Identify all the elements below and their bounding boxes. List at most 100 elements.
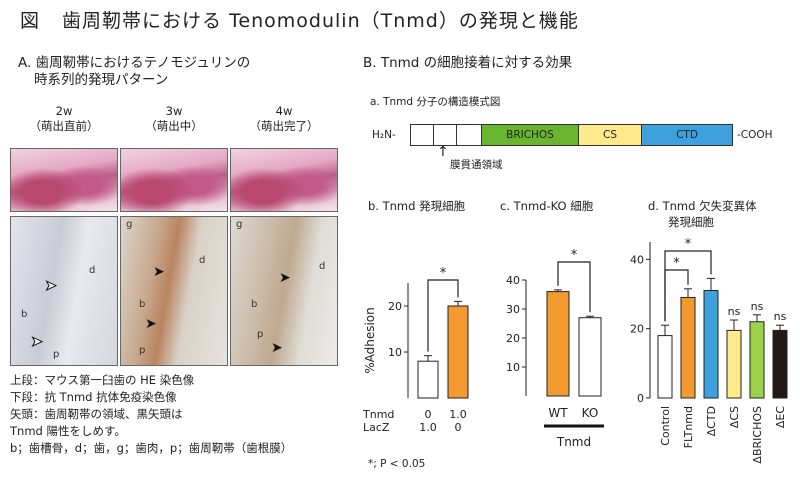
he-image-2w [10,148,118,212]
col-header-3w: 3w （萌出中） [120,104,228,134]
x-tick-label: Control [659,406,672,446]
x-tick-label: FLTnmd [682,406,695,448]
label-p: p [139,345,146,356]
panel-b-sub-d: d. Tnmd 欠失変異体 発現細胞 [648,198,757,230]
ihc-image-2w: d b p ➤ ➤ [10,216,118,366]
panel-b-sub-b: b. Tnmd 発現細胞 [368,199,466,213]
week-label: 4w [275,104,293,118]
bar [578,317,602,397]
significance-star: * [571,248,578,263]
bar [726,329,742,399]
significance-bracket [557,261,591,313]
bar [749,321,765,399]
bar [703,290,719,399]
ns-label: ns [774,310,787,323]
figure-title-text: 歯周靭帯における Tenomodulin（Tnmd）の発現と機能 [62,10,579,32]
week-label: 3w [165,104,183,118]
bar [417,360,439,399]
row-value: 0 [425,408,432,421]
x-tick-label: ΔBRICHOS [751,406,764,464]
up-arrow-icon: ↑ [437,144,449,160]
stage-label: （萌出完了） [249,119,319,133]
x-tick-label: ΔCS [728,406,741,428]
bar [546,291,570,397]
y-tick-label: 20 [388,300,402,313]
panel-a-legend: 上段：マウス第一臼歯の HE 染色像 下段：抗 Tnmd 抗体免疫染色像 矢頭：… [10,372,292,457]
he-image-3w [120,148,228,212]
x-tick-label: ΔEC [774,406,787,428]
domain-ctd: CTD [641,124,733,146]
label-g: g [236,219,243,230]
panel-a-heading-line2: 時系列的発現パターン [34,72,169,88]
y-axis-label: %Adhesion [363,307,377,374]
y-tick-label: 10 [506,361,520,374]
domain-cs: CS [578,124,642,146]
panel-b-heading: B. Tnmd の細胞接着に対する効果 [363,55,573,71]
significance-star: * [440,266,447,281]
tnmd-structure-diagram: H₂N- BRICHOS CS CTD -COOH ↑ 膜貫通領域 [368,124,798,174]
panel-b-sub-c: c. Tnmd-KO 細胞 [500,199,594,213]
legend-line: 上段：マウス第一臼歯の HE 染色像 [10,373,195,387]
significance-star: * [685,237,692,252]
y-tick-label: 40 [630,253,644,266]
bar [680,296,696,399]
chart-c: 10 20 30 40 * WT KO Tnmd [506,248,604,449]
significance-bracket [664,250,712,322]
ns-label: ns [728,305,741,318]
x-tick-label: WT [548,406,568,420]
y-tick-label: 20 [506,332,520,345]
week-label: 2w [55,104,73,118]
x-axis-label: Tnmd [556,435,591,449]
ihc-image-4w: g d b p ➤ ➤ [230,216,338,366]
legend-line: 下段：抗 Tnmd 抗体免疫染色像 [10,390,177,404]
row-label: LacZ [363,421,390,434]
label-p: p [257,329,264,340]
panel-a-heading: A. 歯周靭帯におけるテノモジュリンの 時系列的発現パターン [18,55,250,89]
x-tick-label: KO [582,406,599,420]
row-value: 1.0 [449,408,467,421]
y-tick-label: 30 [506,303,520,316]
bar [447,305,469,399]
y-tick-label: 40 [506,274,520,287]
label-b: b [251,299,258,310]
significance-star: * [673,256,680,271]
sub-d-line1: d. Tnmd 欠失変異体 [648,199,757,213]
arrowhead-icon: ➤ [271,340,283,356]
label-p: p [53,349,60,360]
arrowhead-icon: ➤ [145,316,157,332]
he-image-4w [230,148,338,212]
row-value: 1.0 [419,421,437,434]
arrowhead-icon: ➤ [153,264,165,280]
y-tick-label: 10 [388,346,402,359]
ihc-image-3w: g d b p ➤ ➤ [120,216,228,366]
legend-line: b；歯槽骨，d；歯，g；歯肉，p；歯周靭帯（歯根膜） [10,441,293,455]
ns-label: ns [751,300,764,313]
legend-line: 矢頭：歯周靭帯の領域、黒矢頭は [10,407,183,421]
bar [772,329,788,399]
figure-label: 図 [20,10,41,32]
stage-label: （萌出中） [145,119,203,133]
figure-title: 図歯周靭帯における Tenomodulin（Tnmd）の発現と機能 [20,6,579,33]
sub-d-line2: 発現細胞 [668,215,714,229]
row-label: Tnmd [362,408,394,421]
label-b: b [139,299,146,310]
y-tick-label: 0 [637,392,644,405]
x-tick-label: ΔCTD [705,406,718,436]
domain-brichos: BRICHOS [481,124,579,146]
arrowhead-icon: ➤ [279,270,291,286]
stage-label: （萌出直前） [29,119,99,133]
label-d: d [319,261,326,272]
panel-a-heading-line1: A. 歯周靭帯におけるテノモジュリンの [18,55,251,71]
tm-region-label: 膜貫通領域 [450,159,503,171]
c-terminus-label: -COOH [737,129,773,141]
label-d: d [89,265,96,276]
significance-note: *; P < 0.05 [368,458,426,470]
col-header-4w: 4w （萌出完了） [230,104,338,134]
n-terminus-label: H₂N- [372,129,396,141]
bar [657,335,673,399]
arrowhead-icon: ➤ [31,334,44,350]
label-g: g [126,219,133,230]
